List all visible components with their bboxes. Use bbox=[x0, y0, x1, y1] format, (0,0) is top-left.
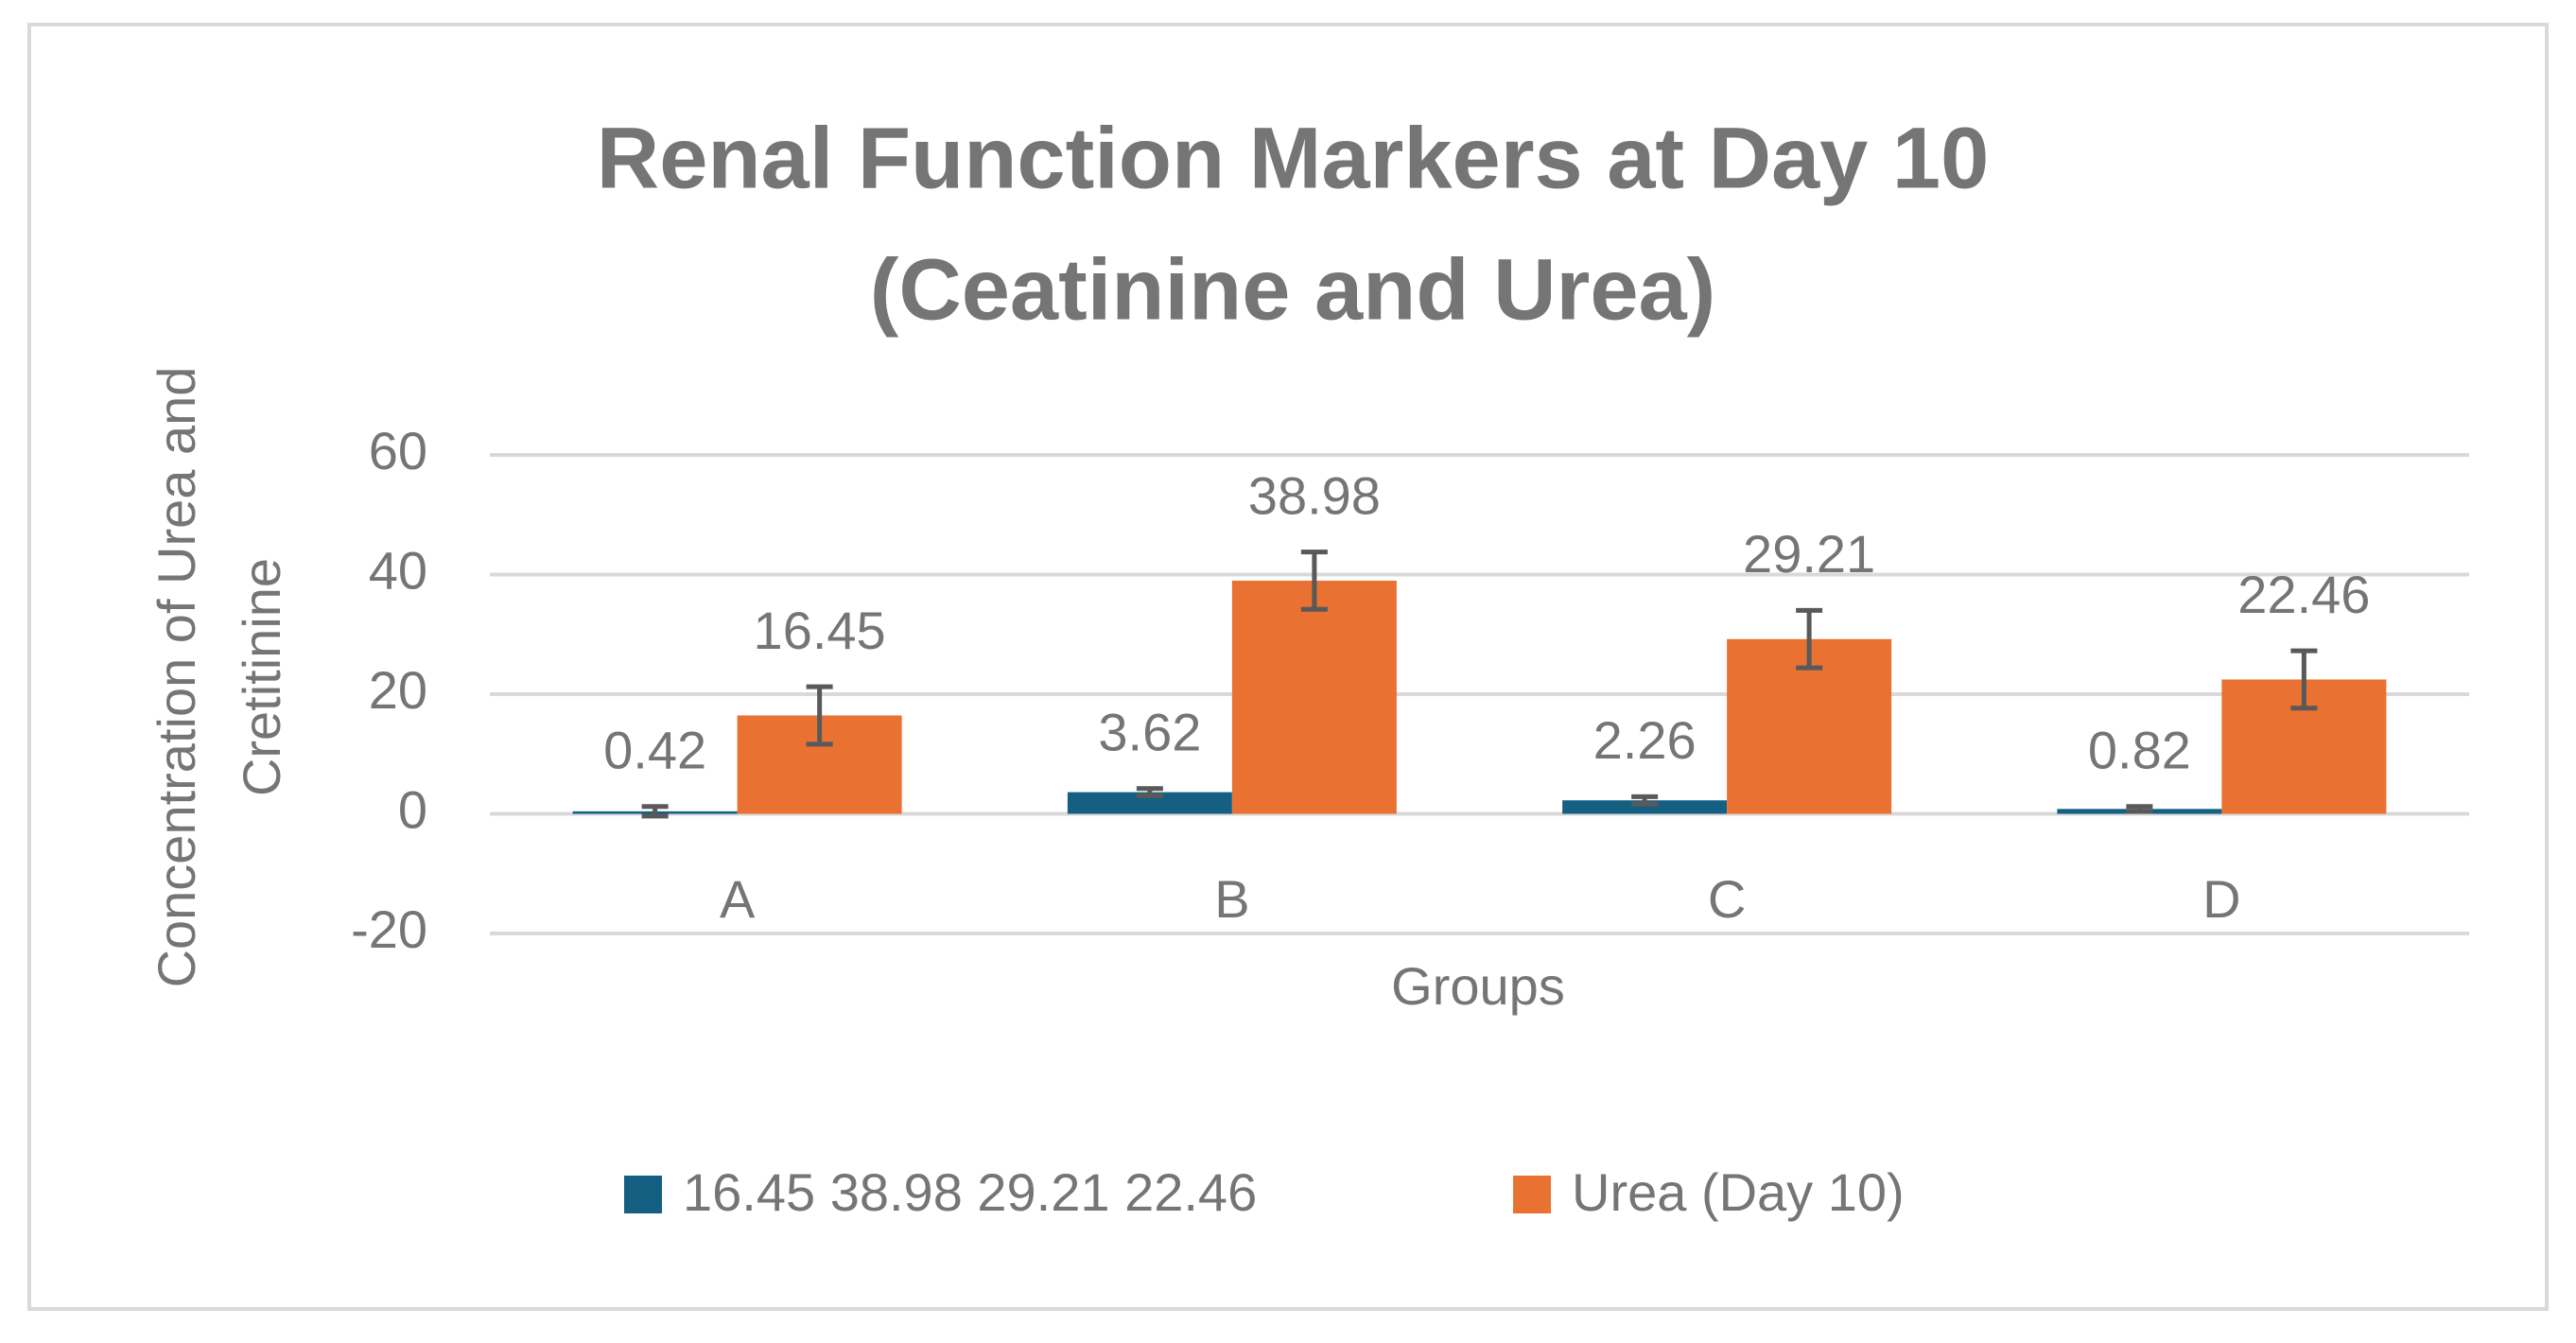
chart-title: (Ceatinine and Urea) bbox=[870, 241, 1716, 338]
y-axis-title: Cretitinine bbox=[232, 558, 291, 796]
data-label: 16.45 bbox=[754, 601, 886, 660]
x-tick-label: D bbox=[2202, 869, 2240, 929]
data-label: 29.21 bbox=[1743, 524, 1875, 584]
error-bar bbox=[1136, 786, 1163, 798]
x-tick-label: B bbox=[1214, 869, 1249, 929]
chart-title: Renal Function Markers at Day 10 bbox=[597, 110, 1990, 206]
data-label: 38.98 bbox=[1248, 465, 1381, 525]
error-bar bbox=[1796, 607, 1823, 671]
bar bbox=[1231, 580, 1397, 814]
data-label: 2.26 bbox=[1593, 710, 1697, 770]
x-axis-title: Groups bbox=[1391, 956, 1565, 1016]
y-tick-label: 60 bbox=[369, 421, 427, 480]
error-bar bbox=[641, 804, 669, 819]
data-label: 22.46 bbox=[2237, 565, 2370, 624]
bar bbox=[1067, 792, 1232, 814]
y-tick-label: 40 bbox=[369, 540, 427, 600]
bar bbox=[1562, 800, 1728, 814]
x-tick-label: A bbox=[720, 869, 756, 929]
legend-label: Urea (Day 10) bbox=[1572, 1162, 1905, 1222]
legend-label: 16.45 38.98 29.21 22.46 bbox=[683, 1162, 1257, 1222]
error-bar bbox=[806, 684, 833, 747]
data-label: 0.82 bbox=[2088, 721, 2191, 780]
x-tick-label: C bbox=[1708, 869, 1746, 929]
data-label: 3.62 bbox=[1098, 703, 1201, 762]
y-tick-label: 20 bbox=[369, 660, 427, 720]
legend-swatch bbox=[624, 1176, 662, 1213]
y-tick-label: 0 bbox=[398, 779, 427, 839]
error-bar bbox=[1631, 794, 1659, 807]
error-bar bbox=[1300, 549, 1328, 612]
error-bar bbox=[2126, 804, 2153, 814]
y-tick-label: -20 bbox=[351, 899, 427, 959]
legend-swatch bbox=[1513, 1176, 1551, 1213]
y-axis-title: Concentration of Urea and bbox=[147, 367, 206, 988]
data-label: 0.42 bbox=[603, 721, 706, 780]
error-bar bbox=[2290, 648, 2318, 711]
